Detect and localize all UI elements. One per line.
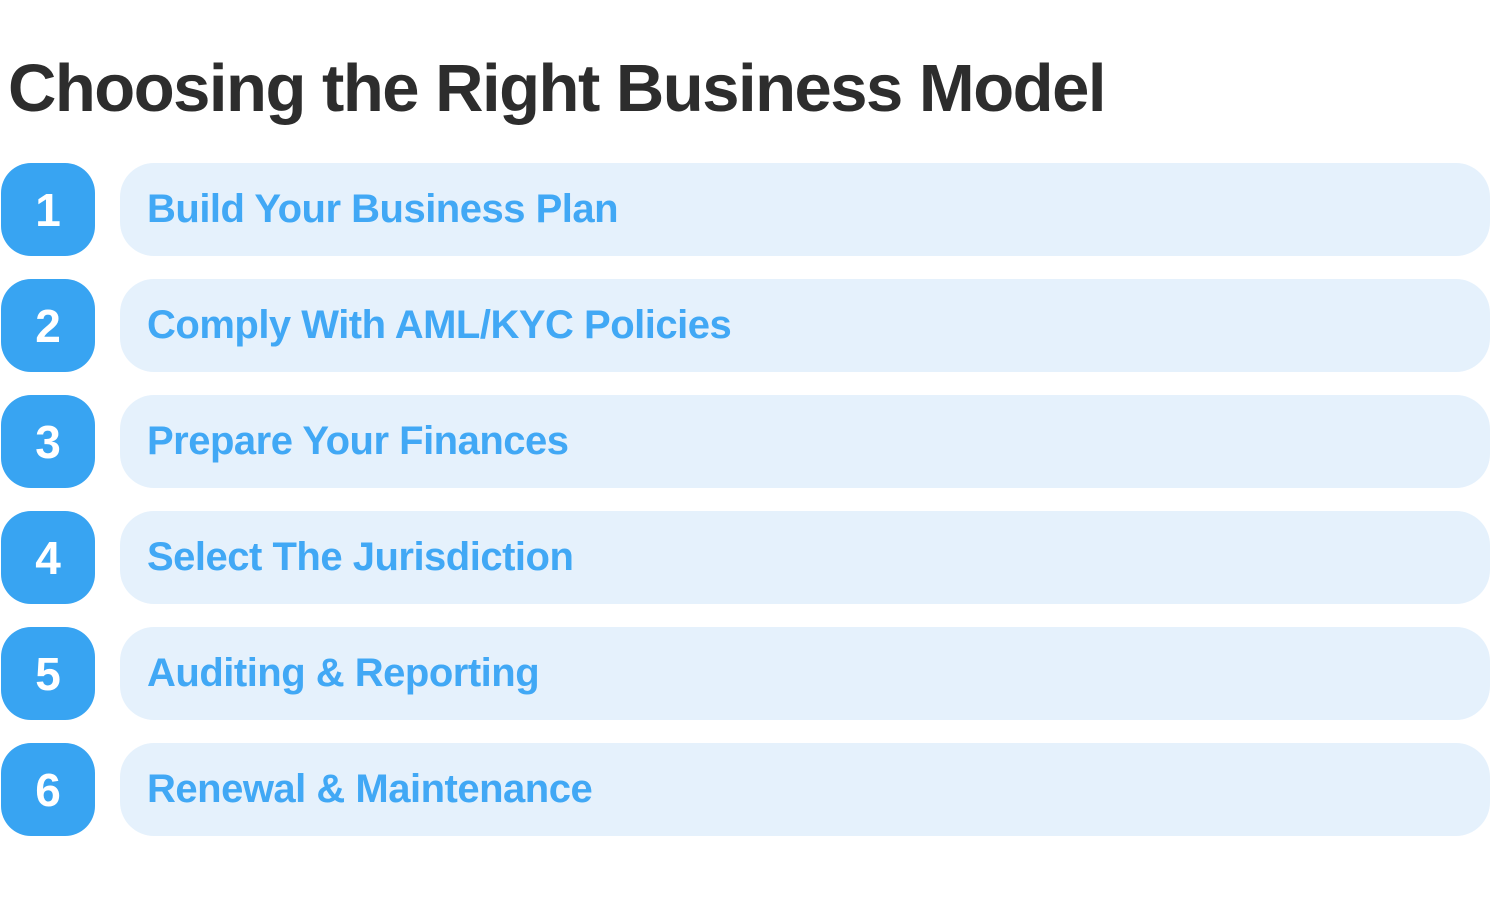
step-bar: Comply With AML/KYC Policies <box>120 279 1490 372</box>
infographic-page: Choosing the Right Business Model 1 Buil… <box>0 50 1500 899</box>
step-label: Comply With AML/KYC Policies <box>147 303 732 347</box>
step-bar: Renewal & Maintenance <box>120 743 1490 836</box>
step-row-6: 6 Renewal & Maintenance <box>1 743 1490 836</box>
step-number-badge: 1 <box>1 163 95 256</box>
step-number-badge: 4 <box>1 511 95 604</box>
step-label: Prepare Your Finances <box>147 419 569 463</box>
step-number-badge: 3 <box>1 395 95 488</box>
step-label: Select The Jurisdiction <box>147 535 574 579</box>
step-bar: Prepare Your Finances <box>120 395 1490 488</box>
step-bar: Auditing & Reporting <box>120 627 1490 720</box>
step-row-4: 4 Select The Jurisdiction <box>1 511 1490 604</box>
step-row-1: 1 Build Your Business Plan <box>1 163 1490 256</box>
step-label: Renewal & Maintenance <box>147 767 593 811</box>
step-row-2: 2 Comply With AML/KYC Policies <box>1 279 1490 372</box>
step-bar: Build Your Business Plan <box>120 163 1490 256</box>
step-row-5: 5 Auditing & Reporting <box>1 627 1490 720</box>
page-title: Choosing the Right Business Model <box>8 51 1106 126</box>
steps-list: 1 Build Your Business Plan 2 Comply With… <box>1 163 1490 836</box>
step-bar: Select The Jurisdiction <box>120 511 1490 604</box>
step-number-badge: 2 <box>1 279 95 372</box>
step-number-badge: 6 <box>1 743 95 836</box>
step-number-badge: 5 <box>1 627 95 720</box>
step-label: Build Your Business Plan <box>147 187 619 231</box>
step-label: Auditing & Reporting <box>147 651 540 695</box>
step-row-3: 3 Prepare Your Finances <box>1 395 1490 488</box>
